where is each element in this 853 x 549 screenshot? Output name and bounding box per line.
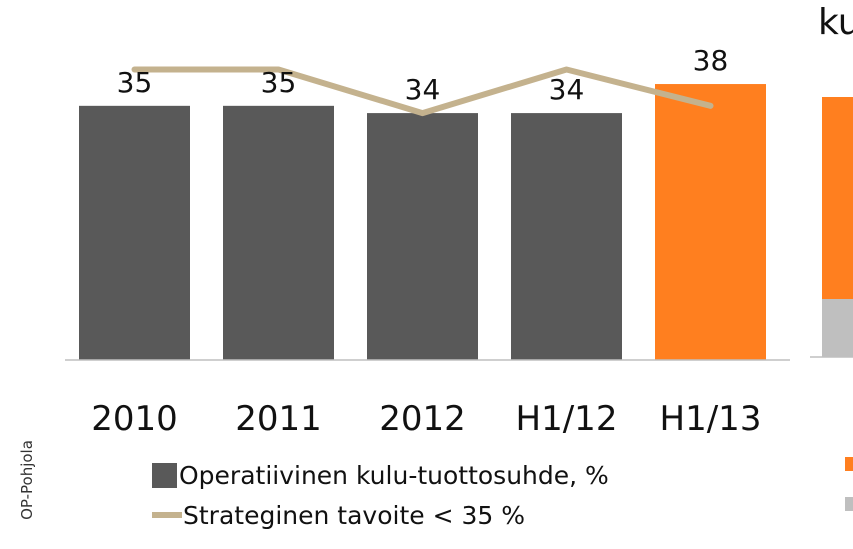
x-tick-labels: 2010 2011 2012 H1/12 H1/13 bbox=[91, 399, 761, 439]
target-line-group bbox=[131, 66, 714, 117]
data-label: 35 bbox=[117, 66, 153, 99]
data-label: 35 bbox=[261, 66, 297, 99]
x-tick-label: 2010 bbox=[91, 399, 178, 439]
data-label: 34 bbox=[405, 73, 441, 106]
bar-2011 bbox=[223, 105, 334, 360]
data-label: 34 bbox=[549, 73, 585, 106]
bar-h1-12 bbox=[511, 113, 622, 360]
bars-group bbox=[79, 84, 766, 361]
legend-item-bars: Operatiivinen kulu-tuottosuhde, % bbox=[152, 455, 609, 495]
adjacent-legend-swatch-gray bbox=[845, 497, 853, 511]
data-labels-group: 35 35 34 34 38 bbox=[117, 44, 729, 106]
legend-swatch-line bbox=[152, 512, 182, 518]
x-tick-label: H1/12 bbox=[516, 399, 618, 439]
bar-2012 bbox=[367, 113, 478, 360]
adjacent-chart-title: ku bbox=[818, 2, 853, 43]
legend: Operatiivinen kulu-tuottosuhde, % Strate… bbox=[152, 455, 609, 535]
source-label: OP-Pohjola bbox=[18, 440, 36, 520]
legend-label-bars: Operatiivinen kulu-tuottosuhde, % bbox=[179, 460, 609, 490]
target-line bbox=[131, 66, 714, 117]
x-tick-label: 2011 bbox=[235, 399, 322, 439]
adjacent-bar-orange bbox=[822, 97, 853, 299]
x-tick-label: 2012 bbox=[379, 399, 466, 439]
x-tick-label: H1/13 bbox=[660, 399, 762, 439]
legend-label-line: Strateginen tavoite < 35 % bbox=[183, 500, 525, 530]
legend-swatch-bar bbox=[152, 462, 177, 488]
adjacent-legend-swatch-orange bbox=[845, 457, 853, 471]
legend-item-line: Strateginen tavoite < 35 % bbox=[152, 495, 609, 535]
adjacent-bar-gray bbox=[822, 299, 853, 357]
data-label: 38 bbox=[693, 44, 729, 77]
bar-2010 bbox=[79, 105, 190, 360]
adjacent-chart-fragment bbox=[810, 97, 853, 511]
bar-h1-13 bbox=[655, 84, 766, 361]
